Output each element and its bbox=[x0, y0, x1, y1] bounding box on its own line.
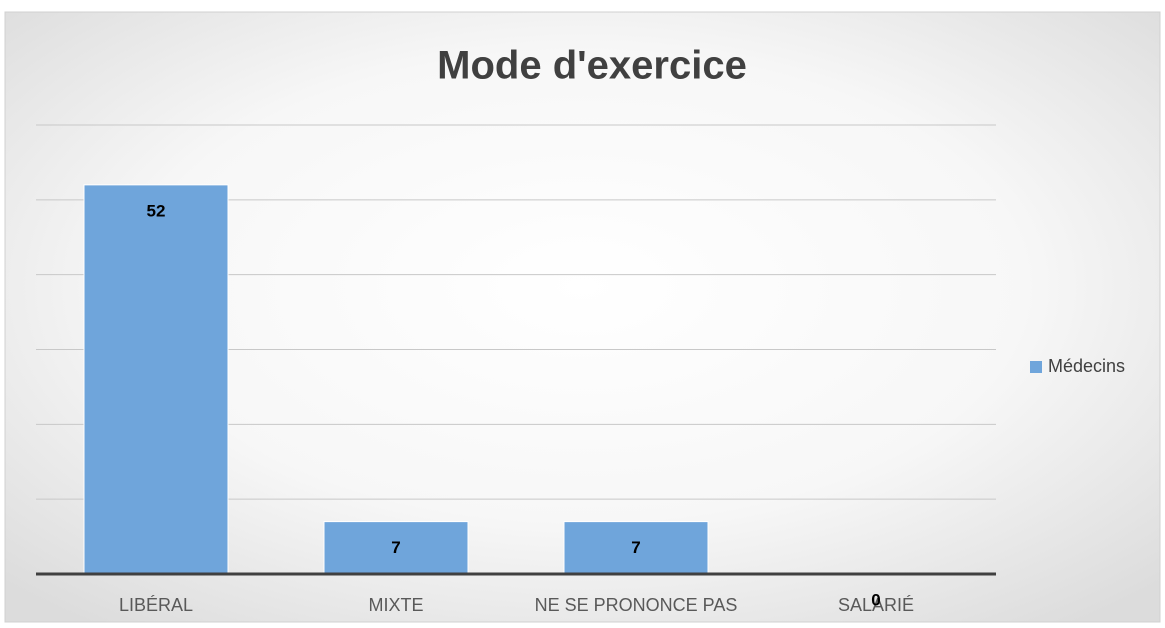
x-tick-label: LIBÉRAL bbox=[119, 595, 193, 615]
bar bbox=[323, 521, 469, 575]
data-label: 7 bbox=[631, 538, 640, 557]
data-label: 52 bbox=[147, 201, 166, 220]
x-tick-label: MIXTE bbox=[368, 595, 423, 615]
legend-label: Médecins bbox=[1048, 356, 1125, 376]
data-label: 0 bbox=[871, 590, 880, 609]
bar bbox=[563, 521, 709, 575]
x-tick-label: NE SE PRONONCE PAS bbox=[535, 595, 738, 615]
chart-title: Mode d'exercice bbox=[437, 44, 747, 88]
bar bbox=[83, 184, 229, 575]
x-tick-label: SALARIÉ bbox=[838, 595, 914, 615]
data-label: 7 bbox=[391, 538, 400, 557]
legend-swatch bbox=[1030, 361, 1042, 373]
